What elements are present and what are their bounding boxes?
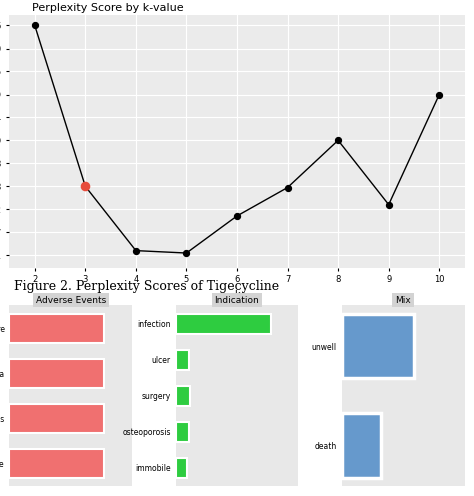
X-axis label: k: k: [234, 290, 240, 300]
Point: [82, 183, 89, 190]
Bar: [9, 359, 104, 388]
Title: Indication: Indication: [215, 296, 259, 305]
Bar: [175, 458, 187, 478]
Bar: [9, 449, 104, 478]
Point: [233, 212, 241, 220]
Bar: [9, 313, 104, 343]
Point: [334, 136, 342, 144]
Bar: [175, 350, 189, 370]
Point: [132, 247, 140, 254]
Text: Figure 2. Perplexity Scores of Tigecycline: Figure 2. Perplexity Scores of Tigecycli…: [14, 280, 279, 293]
Point: [31, 21, 38, 29]
Point: [284, 184, 292, 191]
Point: [436, 91, 443, 99]
Point: [385, 201, 392, 209]
Bar: [175, 313, 271, 333]
Point: [182, 249, 190, 257]
Bar: [9, 404, 104, 433]
Title: Mix: Mix: [395, 296, 411, 305]
Bar: [342, 313, 414, 378]
Title: Adverse Events: Adverse Events: [36, 296, 106, 305]
Bar: [342, 413, 381, 478]
Text: Perplexity Score by k-value: Perplexity Score by k-value: [32, 2, 184, 13]
Bar: [175, 422, 189, 442]
Point: [82, 183, 89, 190]
Bar: [175, 386, 190, 406]
